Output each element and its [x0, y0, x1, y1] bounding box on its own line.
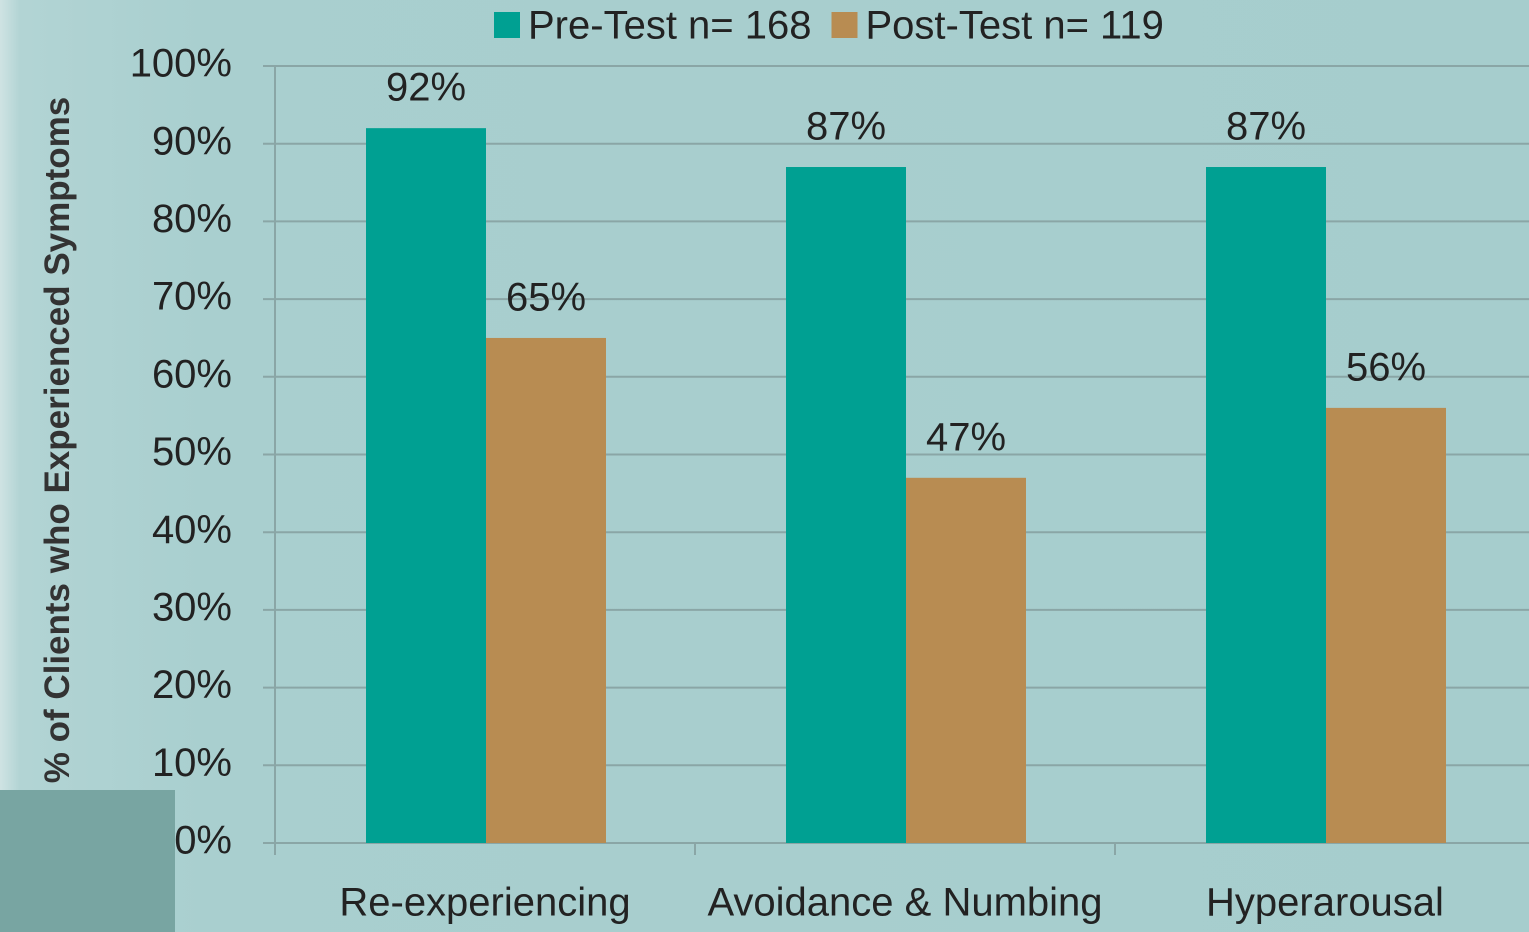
bar: [486, 337, 606, 843]
y-tick-label: 100%: [130, 42, 232, 86]
x-tick-label: Re-experiencing: [339, 881, 630, 925]
x-tick-label: Hyperarousal: [1206, 881, 1444, 925]
bar: [1326, 407, 1446, 843]
y-tick-label: 40%: [152, 508, 232, 552]
y-tick-label: 10%: [152, 741, 232, 785]
y-axis-label: % of Clients who Experienced Symptoms: [38, 96, 77, 784]
value-label: 56%: [1346, 345, 1426, 389]
legend-label: Post-Test n= 119: [866, 4, 1164, 48]
y-tick-label: 50%: [152, 430, 232, 474]
bar: [1206, 167, 1326, 843]
value-label: 87%: [806, 105, 886, 149]
value-label: 65%: [506, 276, 586, 320]
y-tick-label: 20%: [152, 663, 232, 707]
y-tick-label: 80%: [152, 197, 232, 241]
legend-swatch: [831, 12, 858, 38]
y-tick-label: 0%: [174, 819, 232, 863]
y-tick-label: 30%: [152, 585, 232, 629]
x-tick-label: Avoidance & Numbing: [707, 881, 1102, 925]
bar: [906, 477, 1026, 843]
corner-panel: [0, 790, 175, 932]
value-label: 92%: [386, 66, 466, 110]
y-tick-label: 90%: [152, 119, 232, 163]
bar: [366, 128, 486, 843]
bar: [786, 167, 906, 843]
legend-swatch: [494, 12, 520, 38]
y-tick-label: 70%: [152, 275, 232, 319]
value-label: 47%: [926, 415, 1006, 459]
y-tick-label: 60%: [152, 352, 232, 396]
legend-label: Pre-Test n= 168: [528, 4, 812, 48]
value-label: 87%: [1226, 105, 1306, 149]
